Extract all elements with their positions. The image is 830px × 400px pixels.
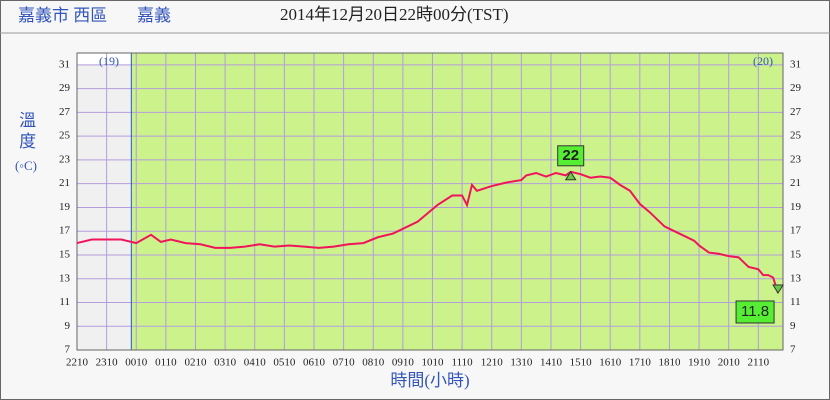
plot-border [76,52,784,351]
max-marker [564,170,577,181]
x-tick-label: 0510 [273,357,296,369]
temperature-line [76,170,780,294]
chart-title: 2014年12月20日22時00分(TST) [280,5,509,24]
x-tick-label: 0710 [333,357,356,369]
x-tick-label: 0410 [244,357,267,369]
x-tick-label: 1710 [629,357,652,369]
x-tick-label: 2010 [718,357,741,369]
y-tick-label: 29 [59,82,71,94]
previous-day-band [77,64,132,89]
previous-day-band [77,88,132,113]
previous-day-band [77,326,132,350]
y-tick-label-right: 15 [790,248,802,260]
y-tick-label: 21 [59,177,70,189]
y-tick-label: 23 [59,153,71,165]
x-tick-label: 0810 [362,357,385,369]
x-tick-label: 1210 [481,357,504,369]
x-tick-label: 1010 [421,357,444,369]
y-tick-label-right: 19 [790,201,802,213]
y-tick-label-right: 11 [790,296,801,308]
y-tick-label-right: 17 [790,225,802,237]
y-tick-label: 19 [59,201,71,213]
y-tick-label-right: 29 [790,82,802,94]
previous-day-band [77,112,132,137]
y-tick-label-right: 7 [790,344,796,356]
x-axis-label: 時間(小時) [390,371,469,390]
x-tick-label: 0610 [303,357,326,369]
x-tick-label: 0210 [184,357,207,369]
previous-day-band [77,136,132,160]
x-tick-label: 2110 [748,357,770,369]
x-tick-label: 1110 [451,357,473,369]
previous-day-band [77,231,132,255]
x-tick-label: 1310 [510,357,533,369]
y-tick-label: 13 [59,272,71,284]
x-tick-label: 1910 [688,357,711,369]
y-tick-label: 17 [59,225,71,237]
x-tick-label: 1510 [570,357,593,369]
day-label: (19) [99,54,119,68]
y-axis-unit: (◦C) [15,158,37,173]
x-tick-label: 0310 [214,357,237,369]
y-tick-label-right: 31 [790,58,801,70]
previous-day-band [77,278,132,303]
min-box [735,300,775,324]
previous-day-band [77,159,132,184]
min-marker [772,284,784,294]
max-box [557,145,585,167]
max-label: 22 [562,147,579,164]
x-tick-label: 1810 [658,357,681,369]
y-tick-label: 25 [59,130,71,142]
min-label: 11.8 [741,303,769,320]
x-tick-label: 2310 [96,357,119,369]
x-tick-label: 1410 [540,357,563,369]
y-tick-label-right: 23 [790,153,802,165]
y-tick-label-right: 13 [790,272,802,284]
plot-area [77,53,783,350]
y-tick-label: 11 [59,296,70,308]
y-tick-label: 15 [59,248,71,260]
y-tick-label-right: 25 [790,130,802,142]
x-tick-label: 0010 [125,357,148,369]
y-tick-label-right: 21 [790,177,801,189]
x-tick-label: 0110 [155,357,177,369]
day-label: (20) [753,54,773,68]
location: 嘉義市 西區 [18,6,107,25]
previous-day-band [77,183,132,208]
x-tick-label: 2210 [66,357,89,369]
station: 嘉義 [137,6,171,25]
y-tick-label: 7 [65,344,71,356]
x-tick-label: 1610 [599,357,622,369]
previous-day-band [77,254,132,279]
y-tick-label: 31 [59,58,70,70]
y-tick-label-right: 27 [790,106,802,118]
y-axis-label: 溫度 [16,111,36,153]
y-tick-label: 27 [59,106,71,118]
x-tick-label: 0910 [392,357,415,369]
y-tick-label: 9 [65,320,71,332]
previous-day-band [77,207,132,232]
previous-day-band [77,302,132,327]
y-tick-label-right: 9 [790,320,796,332]
